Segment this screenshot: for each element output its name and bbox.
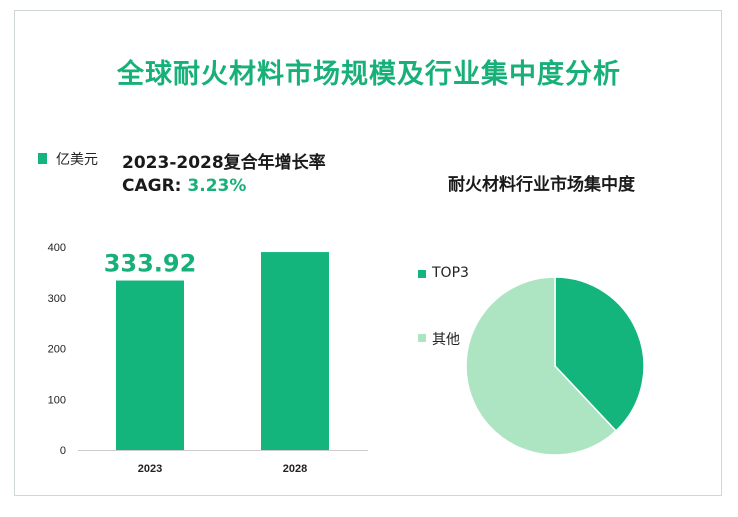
pie-slice-others bbox=[465, 276, 617, 456]
pie-legend-swatch-others bbox=[418, 334, 426, 342]
cagr-line: CAGR: 3.23% bbox=[122, 176, 246, 196]
bar-legend-swatch bbox=[38, 153, 47, 164]
bar-data-label: 333.92 bbox=[104, 250, 197, 278]
y-tick-label: 400 bbox=[48, 242, 66, 254]
page-title: 全球耐火材料市场规模及行业集中度分析 bbox=[117, 59, 621, 90]
cagr-value: 3.23% bbox=[187, 176, 247, 196]
y-tick-label: 200 bbox=[48, 344, 66, 356]
y-tick-label: 0 bbox=[60, 445, 66, 457]
pie-slice-top3 bbox=[554, 276, 645, 432]
x-tick-label: 2028 bbox=[283, 463, 307, 475]
bar-2028 bbox=[261, 252, 329, 450]
pie-legend-label-others: 其他 bbox=[432, 332, 460, 348]
y-tick-label: 300 bbox=[48, 293, 66, 305]
pie-legend-label-top3: TOP3 bbox=[432, 265, 469, 281]
pie-legend-swatch-top3 bbox=[418, 270, 426, 278]
bar-2023 bbox=[116, 280, 184, 450]
x-tick-label: 2023 bbox=[138, 463, 162, 475]
y-tick-label: 100 bbox=[48, 394, 66, 406]
cagr-heading: 2023-2028复合年增长率 bbox=[122, 153, 326, 173]
cagr-prefix: CAGR: bbox=[122, 176, 188, 196]
bar-legend-label: 亿美元 bbox=[56, 152, 98, 168]
pie-title: 耐火材料行业市场集中度 bbox=[448, 175, 635, 195]
